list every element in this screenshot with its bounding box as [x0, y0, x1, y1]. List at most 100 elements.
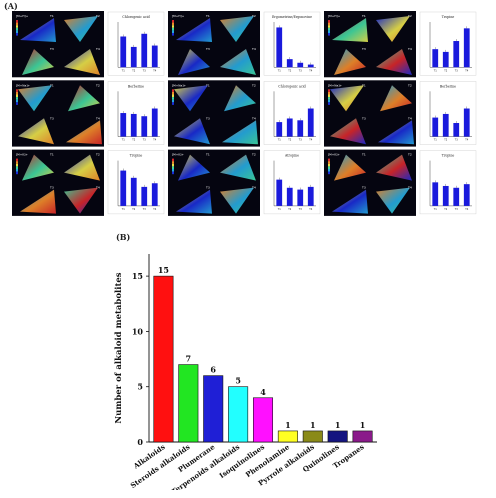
mini-bar	[463, 184, 470, 206]
tissue-image: T4	[64, 186, 100, 214]
color-scale-segment	[328, 27, 330, 31]
tile-tag: T2	[407, 153, 412, 157]
tissue-shape	[330, 118, 366, 145]
color-scale-segment	[16, 94, 18, 98]
color-scale-segment	[172, 171, 174, 175]
tile-tag: T1	[205, 14, 210, 18]
alkaloid-bar-chart: Number of alkaloid metabolites05101515Al…	[114, 254, 377, 490]
bar-value-label: 1	[360, 420, 366, 430]
mini-bar	[276, 27, 283, 68]
mini-bar	[141, 33, 148, 68]
tissue-image: T1 [M+K]+	[328, 153, 366, 181]
mini-bar	[297, 120, 304, 137]
mini-bar	[442, 185, 449, 206]
tile-tag: T2	[95, 153, 100, 157]
color-scale-segment	[16, 33, 18, 36]
mini-tick-label: T4	[153, 208, 156, 211]
mz-label: [M+H]+	[16, 14, 29, 18]
bar-value-label: 7	[186, 354, 192, 364]
tile-tag: T4	[251, 47, 256, 51]
tile-tag: T2	[95, 14, 100, 18]
color-scale-segment	[172, 89, 174, 92]
bar	[203, 375, 224, 443]
mini-tick-label: T1	[122, 139, 125, 142]
color-scale-segment	[16, 166, 18, 169]
mini-bar	[276, 122, 283, 137]
tissue-shape	[174, 85, 208, 112]
mini-bar	[432, 117, 439, 137]
mini-chart-title: Tropine	[442, 15, 455, 19]
tissue-shape	[334, 49, 366, 75]
mini-chart-title: Tropine	[130, 154, 143, 158]
tissue-shape	[220, 187, 254, 214]
mini-tick-label: T3	[455, 208, 458, 211]
color-scale-segment	[328, 158, 330, 162]
tile-tag: T4	[407, 186, 412, 190]
tissue-shape	[18, 85, 52, 112]
tissue-image: T4	[378, 116, 414, 145]
bar	[228, 386, 249, 443]
color-scale-segment	[172, 30, 174, 33]
tissue-shape	[176, 189, 212, 214]
tissue-image: T3	[330, 116, 366, 145]
mz-label: [M+K]+	[328, 153, 340, 157]
mini-bar	[453, 187, 460, 206]
mini-bar	[286, 118, 293, 137]
tissue-image: T2	[376, 153, 412, 181]
mini-tick-label: T2	[288, 208, 291, 211]
tissue-shape	[220, 154, 256, 181]
color-scale-segment	[328, 171, 330, 175]
tile-tag: T1	[361, 83, 366, 87]
color-scale-segment	[328, 166, 330, 169]
color-scale-segment	[16, 97, 18, 100]
tile-tag: T1	[361, 153, 366, 157]
tile-tag: T2	[407, 14, 412, 18]
mini-tick-label: T3	[455, 69, 458, 72]
tissue-shape	[224, 85, 256, 112]
tile-tag: T1	[361, 14, 366, 18]
mini-tick-label: T3	[143, 69, 146, 72]
color-scale-segment	[328, 99, 330, 103]
mini-bar	[141, 186, 148, 206]
tissue-shape	[380, 85, 412, 112]
mini-tick-label: T2	[132, 69, 135, 72]
color-scale-segment	[16, 163, 18, 167]
mini-tick-label: T3	[455, 139, 458, 142]
mini-tick-label: T4	[309, 208, 312, 211]
bar-value-label: 4	[260, 387, 266, 397]
tissue-image: T2	[64, 14, 100, 42]
tissue-image: T3	[176, 186, 212, 214]
tissue-image: T3	[20, 186, 56, 214]
color-scale-segment	[16, 169, 18, 172]
color-scale-segment	[328, 33, 330, 36]
tile-tag: T4	[407, 116, 412, 120]
tissue-image: T3	[334, 47, 366, 75]
tile-tag: T1	[49, 14, 54, 18]
color-scale-segment	[16, 25, 18, 28]
color-scale-segment	[172, 97, 174, 100]
mz-label: [M+K]+	[172, 153, 184, 157]
color-scale-segment	[328, 91, 330, 95]
color-scale-segment	[172, 166, 174, 169]
tissue-image: T2	[68, 83, 100, 112]
panel-a-label: (A)	[4, 1, 18, 11]
tile-tag: T1	[49, 153, 54, 157]
mini-tick-label: T1	[122, 208, 125, 211]
bar-value-label: 1	[285, 420, 291, 430]
tissue-image: T4	[64, 47, 100, 75]
mini-bar	[276, 179, 283, 206]
mini-tick-label: T4	[465, 208, 468, 211]
color-scale-segment	[328, 163, 330, 167]
color-scale-segment	[328, 102, 330, 105]
mini-bar	[463, 28, 470, 68]
y-tick-label: 5	[137, 382, 143, 392]
mini-bar	[453, 123, 460, 137]
mini-bar	[130, 177, 137, 206]
mini-tick-label: T2	[288, 69, 291, 72]
color-scale-segment	[172, 169, 174, 172]
tile-tag: T2	[95, 83, 100, 87]
bar	[153, 275, 174, 443]
mini-bar	[463, 108, 470, 137]
color-scale-segment	[328, 89, 330, 92]
panel-b-label: (B)	[116, 232, 131, 242]
